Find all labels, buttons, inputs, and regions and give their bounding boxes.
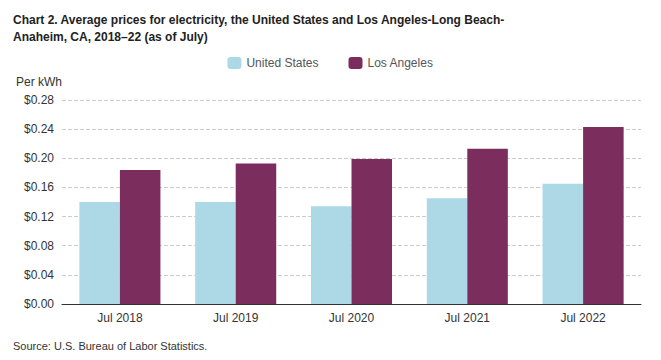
svg-text:$0.00: $0.00 [24,297,54,311]
svg-text:Per kWh: Per kWh [16,75,62,89]
svg-text:Jul 2020: Jul 2020 [329,311,375,325]
svg-text:Chart 2. Average prices for el: Chart 2. Average prices for electricity,… [13,13,504,27]
svg-text:Jul 2021: Jul 2021 [445,311,491,325]
svg-text:$0.08: $0.08 [24,239,54,253]
svg-text:Source: U.S. Bureau of Labor S: Source: U.S. Bureau of Labor Statistics. [13,340,207,352]
svg-text:$0.28: $0.28 [24,93,54,107]
svg-text:$0.24: $0.24 [24,122,54,136]
svg-text:Jul 2022: Jul 2022 [560,311,606,325]
svg-text:$0.16: $0.16 [24,180,54,194]
svg-text:Anaheim, CA, 2018–22 (as of Ju: Anaheim, CA, 2018–22 (as of July) [13,30,208,44]
svg-text:$0.04: $0.04 [24,268,54,282]
svg-text:Jul 2018: Jul 2018 [97,311,143,325]
svg-text:United States: United States [246,56,318,70]
svg-text:$0.20: $0.20 [24,151,54,165]
svg-text:$0.12: $0.12 [24,210,54,224]
svg-text:Jul 2019: Jul 2019 [213,311,259,325]
svg-text:Los Angeles: Los Angeles [367,56,432,70]
